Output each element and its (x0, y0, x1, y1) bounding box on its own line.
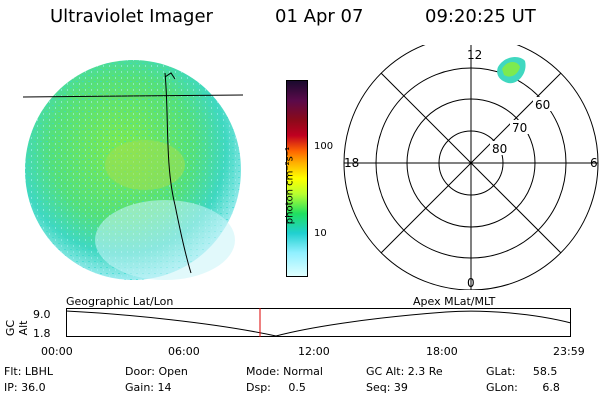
color-bar (286, 80, 308, 277)
polar-plot: 12 18 6 0 60 70 80 (343, 45, 599, 290)
dsp-status: Dsp: 0.5 (246, 381, 306, 394)
gc-alt-status: GC Alt: 2.3 Re (366, 365, 443, 378)
hour-label-6: 6 (590, 156, 598, 170)
altitude-plot (66, 308, 572, 337)
geographic-image (22, 60, 244, 280)
time-tick-12: 12:00 (298, 345, 330, 358)
altitude-curve (66, 310, 572, 337)
seq-status: Seq: 39 (366, 381, 408, 394)
altitude-tick-1: 1.8 (33, 327, 51, 340)
lat-label-70: 70 (512, 121, 527, 135)
lat-label-80: 80 (492, 142, 507, 156)
altitude-tick-9: 9.0 (33, 308, 51, 321)
colorbar-tick-10: 10 (314, 228, 327, 239)
time-tick-6: 06:00 (168, 345, 200, 358)
hour-label-0: 0 (467, 276, 475, 290)
time-label: 09:20:25 UT (425, 6, 536, 27)
altitude-axis-label: GC Alt (4, 319, 30, 337)
glat-status: GLat: 58.5 (486, 365, 558, 378)
mode-status: Mode: Normal (246, 365, 323, 378)
left-projection-label: Geographic Lat/Lon (66, 295, 174, 308)
time-tick-18: 18:00 (426, 345, 458, 358)
time-tick-0: 00:00 (41, 345, 73, 358)
hour-label-18: 18 (344, 156, 359, 170)
hour-label-12: 12 (467, 48, 482, 62)
colorbar-tick-100: 100 (314, 141, 334, 152)
instrument-title: Ultraviolet Imager (50, 6, 213, 27)
longitude-line (164, 72, 192, 274)
colorbar-unit-label: photon cm⁻²s⁻¹ (284, 146, 296, 225)
lat-label-60: 60 (535, 98, 550, 112)
gain-status: Gain: 14 (125, 381, 172, 394)
door-status: Door: Open (125, 365, 188, 378)
glon-status: GLon: 6.8 (486, 381, 560, 394)
ip-status: IP: 36.0 (4, 381, 46, 394)
date-label: 01 Apr 07 (275, 6, 364, 27)
latitude-line (22, 94, 244, 98)
right-projection-label: Apex MLat/MLT (413, 295, 496, 308)
filter-status: Flt: LBHL (4, 365, 53, 378)
time-tick-end: 23:59 (553, 345, 585, 358)
